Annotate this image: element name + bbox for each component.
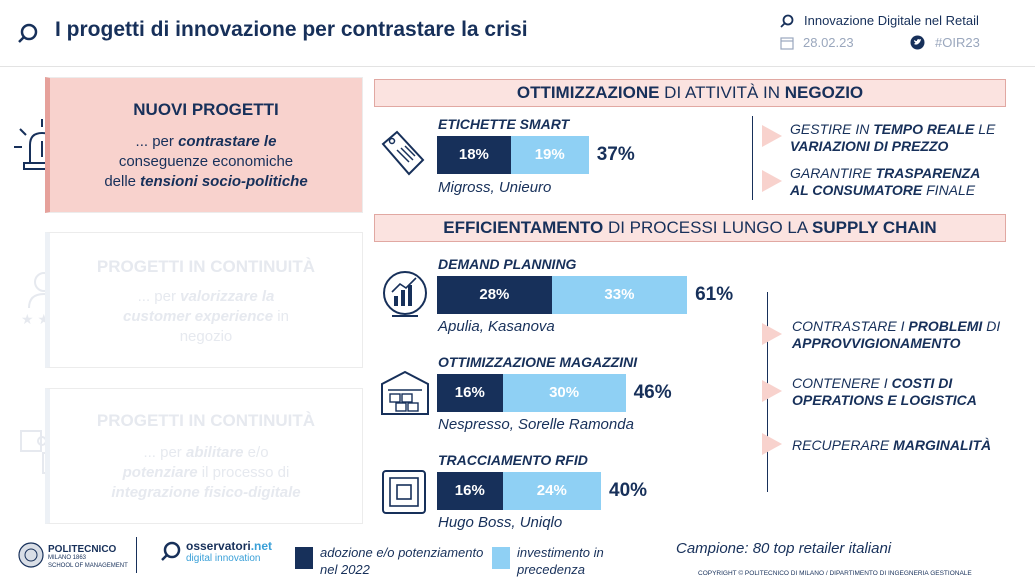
benefit-item: GESTIRE IN TEMPO REALE LE VARIAZIONI DI … bbox=[790, 121, 996, 154]
bar-investment: 30% bbox=[502, 374, 626, 412]
legend-swatch-light bbox=[492, 547, 510, 569]
osservatori-logo-icon bbox=[161, 541, 181, 561]
bar-total: 46% bbox=[633, 382, 672, 403]
bar-adoption: 28% bbox=[437, 276, 552, 314]
card-title: PROGETTI IN CONTINUITÀ bbox=[96, 257, 316, 276]
magnifier-small-icon bbox=[780, 14, 794, 28]
rfid-chip-icon bbox=[382, 470, 426, 514]
section-in-store-optimization: OTTIMIZZAZIONE DI ATTIVITÀ IN NEGOZIO bbox=[374, 79, 1006, 107]
divider-line bbox=[752, 116, 753, 200]
logo-divider bbox=[136, 537, 137, 573]
page-title: I progetti di innovazione per contrastar… bbox=[55, 18, 528, 41]
card-continuity-phygital: PROGETTI IN CONTINUITÀ ... per abilitare… bbox=[45, 388, 363, 524]
bar-adoption: 18% bbox=[437, 136, 511, 174]
project-brands: Nespresso, Sorelle Ramonda bbox=[438, 416, 634, 433]
warehouse-icon bbox=[381, 370, 429, 415]
arrow-icon bbox=[762, 125, 782, 147]
polimi-sub1: MILANO 1863 bbox=[48, 555, 87, 561]
bar-investment: 33% bbox=[551, 276, 688, 314]
polimi-sub2: SCHOOL OF MANAGEMENT bbox=[48, 563, 128, 569]
arrow-icon bbox=[762, 170, 782, 192]
polimi-logo: POLITECNICO bbox=[48, 544, 117, 555]
legend-label-light: investimento in precedenza bbox=[517, 545, 604, 577]
header-divider bbox=[0, 66, 1035, 67]
benefit-item: RECUPERARE MARGINALITÀ bbox=[792, 437, 992, 453]
card-text: ... per valorizzare la customer experien… bbox=[123, 288, 289, 345]
magnifier-icon bbox=[18, 23, 38, 43]
project-title: DEMAND PLANNING bbox=[438, 256, 577, 272]
twitter-icon bbox=[910, 35, 925, 50]
bar-total: 37% bbox=[596, 144, 635, 165]
project-brands: Apulia, Kasanova bbox=[438, 318, 555, 335]
bar-total: 40% bbox=[609, 480, 648, 501]
bar-adoption: 16% bbox=[437, 374, 503, 412]
project-title: OTTIMIZZAZIONE MAGAZZINI bbox=[438, 354, 638, 370]
section-supply-chain: EFFICIENTAMENTO DI PROCESSI LUNGO LA SUP… bbox=[374, 214, 1006, 242]
legend-swatch-dark bbox=[295, 547, 313, 569]
card-title: PROGETTI IN CONTINUITÀ bbox=[96, 411, 316, 430]
project-title: TRACCIAMENTO RFID bbox=[438, 452, 588, 468]
polimi-seal-icon bbox=[18, 542, 44, 568]
sample-note: Campione: 80 top retailer italiani bbox=[676, 540, 892, 557]
project-title: ETICHETTE SMART bbox=[438, 116, 570, 132]
card-continuity-cx: PROGETTI IN CONTINUITÀ ... per valorizza… bbox=[45, 232, 363, 368]
calendar-icon bbox=[780, 37, 794, 50]
legend-label-dark: adozione e/o potenziamento nel 2022 bbox=[320, 545, 484, 577]
project-brands: Migross, Unieuro bbox=[438, 179, 552, 196]
smart-label-tag-icon bbox=[381, 130, 425, 176]
benefit-item: GARANTIRE TRASPARENZA AL CONSUMATORE FIN… bbox=[790, 165, 981, 198]
report-name: Innovazione Digitale nel Retail bbox=[804, 13, 979, 28]
osservatori-logo: osservatori.net bbox=[186, 539, 273, 553]
osservatori-sub: digital innovation bbox=[186, 553, 261, 564]
benefit-item: CONTENERE I COSTI DI OPERATIONS E LOGIST… bbox=[792, 375, 977, 408]
hashtag: #OIR23 bbox=[935, 35, 980, 50]
arrow-icon bbox=[762, 380, 782, 402]
bar-investment: 19% bbox=[510, 136, 589, 174]
card-new-projects: NUOVI PROGETTI ... per contrastare le co… bbox=[45, 77, 363, 213]
benefit-item: CONTRASTARE I PROBLEMI DI APPROVVIGIONAM… bbox=[792, 318, 1001, 351]
project-brands: Hugo Boss, Uniqlo bbox=[438, 514, 563, 531]
bar-adoption: 16% bbox=[437, 472, 503, 510]
report-date: 28.02.23 bbox=[803, 35, 854, 50]
arrow-icon bbox=[762, 433, 782, 455]
arrow-icon bbox=[762, 323, 782, 345]
bar-investment: 24% bbox=[502, 472, 601, 510]
demand-planning-icon bbox=[383, 271, 427, 317]
card-text: ... per contrastare le conseguenze econo… bbox=[104, 133, 308, 190]
card-title: NUOVI PROGETTI bbox=[133, 100, 279, 119]
card-text: ... per abilitare e/o potenziare il proc… bbox=[111, 444, 301, 501]
copyright: COPYRIGHT © POLITECNICO DI MILANO / DIPA… bbox=[698, 570, 972, 577]
bar-total: 61% bbox=[695, 284, 734, 305]
